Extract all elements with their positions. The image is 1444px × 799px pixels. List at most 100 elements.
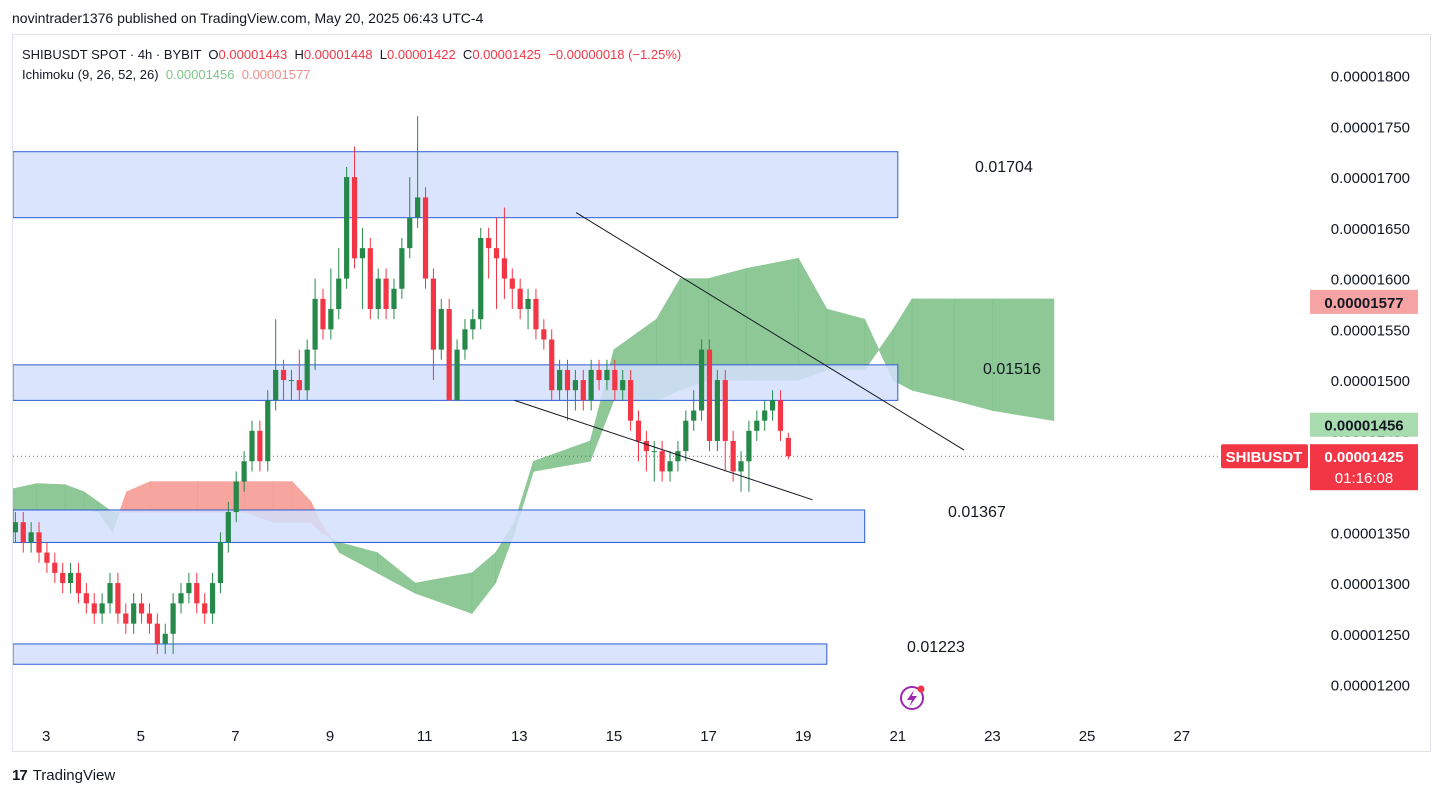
candle-body <box>20 522 26 543</box>
x-tick-label: 27 <box>1173 728 1190 745</box>
lightning-icon-ring <box>900 686 924 710</box>
cloud-bullish-segment <box>83 491 99 513</box>
legend-ichimoku-label[interactable]: Ichimoku (9, 26, 52, 26) <box>22 67 159 82</box>
chart-frame <box>12 34 1431 752</box>
y-tick-label: 0.00001550 <box>1331 322 1410 339</box>
candle-down <box>20 512 26 553</box>
cloud-bullish-segment <box>36 483 66 511</box>
symbol-badge-bg <box>1221 444 1308 469</box>
zone-label-2: 0.01516 <box>983 361 1041 378</box>
x-tick-label: 25 <box>1079 728 1096 745</box>
candle-up <box>478 227 484 330</box>
candle-up <box>131 593 137 634</box>
candle-up <box>525 288 531 330</box>
legend-close-label: C <box>462 47 473 62</box>
candle-body <box>99 603 105 614</box>
candle-down <box>635 410 642 462</box>
candle-body <box>170 603 176 634</box>
x-tick-label: 11 <box>417 728 433 745</box>
candle-body <box>446 309 452 401</box>
trendline-2 <box>514 399 813 501</box>
candle-down <box>627 369 634 431</box>
candle-body <box>517 288 523 310</box>
candle-up <box>462 319 468 360</box>
legend-change: −0.00000018 (−1.25%) <box>548 47 682 62</box>
candle-down <box>659 440 665 482</box>
x-tick-label: 23 <box>984 728 1001 745</box>
candle-body <box>60 572 66 584</box>
candle-body <box>375 278 381 310</box>
candle-body <box>620 380 626 391</box>
y-tick-label: 0.00001250 <box>1331 627 1410 644</box>
candle-down <box>722 369 728 472</box>
candle-down <box>52 552 58 584</box>
candle-body <box>280 369 287 381</box>
candle-down <box>115 572 121 624</box>
candle-body <box>777 400 784 431</box>
candle-up <box>249 420 255 472</box>
footer-brand[interactable]: 17 TradingView <box>12 767 115 784</box>
candle-down <box>777 390 784 441</box>
zone-label-1: 0.01704 <box>975 159 1033 176</box>
candle-body <box>225 512 231 543</box>
candle-body <box>612 369 618 391</box>
candle-down <box>83 583 89 614</box>
candle-down <box>123 603 129 634</box>
cloud-bullish-segment <box>414 572 473 614</box>
candle-body <box>13 522 18 533</box>
legend-high-label: H <box>294 47 304 62</box>
candle-up <box>588 359 594 411</box>
candle-body <box>659 451 665 472</box>
cloud-bullish-segment <box>864 319 880 371</box>
tradingview-logo-icon: 17 <box>12 767 28 784</box>
candle-body <box>407 217 413 249</box>
candle-body <box>123 613 129 624</box>
candle-up <box>186 572 192 604</box>
candle-down <box>517 278 523 320</box>
candle-body <box>202 603 208 614</box>
candle-up <box>162 623 168 655</box>
candle-body <box>233 481 239 513</box>
candle-down <box>785 432 791 460</box>
candle-up <box>375 268 381 320</box>
plot-area <box>13 116 1300 665</box>
candle-body <box>217 542 224 584</box>
candle-up <box>691 390 697 431</box>
candle-down <box>36 522 42 563</box>
candle-body <box>241 461 247 482</box>
candle-body <box>557 369 563 391</box>
candle-body <box>273 369 279 401</box>
candle-body <box>698 349 705 411</box>
candle-body <box>462 329 468 350</box>
legend-symbol[interactable]: SHIBUSDT SPOT · 4h · BYBIT <box>22 47 202 62</box>
candle-down <box>351 146 358 269</box>
cloud-bullish-segment <box>708 268 747 381</box>
candle-body <box>785 437 791 457</box>
cloud-bullish-segment <box>826 308 865 371</box>
candle-body <box>533 298 539 330</box>
candle-up <box>762 400 768 431</box>
cloud-bullish-segment <box>339 542 378 574</box>
candle-up <box>714 369 720 452</box>
cloud-bearish-segment <box>119 491 127 513</box>
candle-body <box>146 613 153 624</box>
candle-down <box>257 420 263 472</box>
cloud-bullish-segment <box>746 257 799 381</box>
lightning-icon-dot <box>917 685 925 693</box>
candle-body <box>359 248 366 259</box>
candle-down <box>596 359 602 391</box>
candle-down <box>138 593 145 624</box>
cloud-bullish-segment <box>954 298 993 411</box>
candle-body <box>194 583 200 604</box>
candle-up <box>620 369 626 401</box>
candle-body <box>138 603 145 614</box>
lightning-icon <box>900 685 925 710</box>
legend-ichimoku-b: 0.00001577 <box>241 67 311 82</box>
current-price-badge: 0.00001425 <box>1324 449 1403 466</box>
candle-body <box>549 339 555 391</box>
candle-body <box>154 623 160 644</box>
candle-body <box>296 380 302 391</box>
candle-body <box>493 248 500 259</box>
candle-up <box>407 177 413 259</box>
